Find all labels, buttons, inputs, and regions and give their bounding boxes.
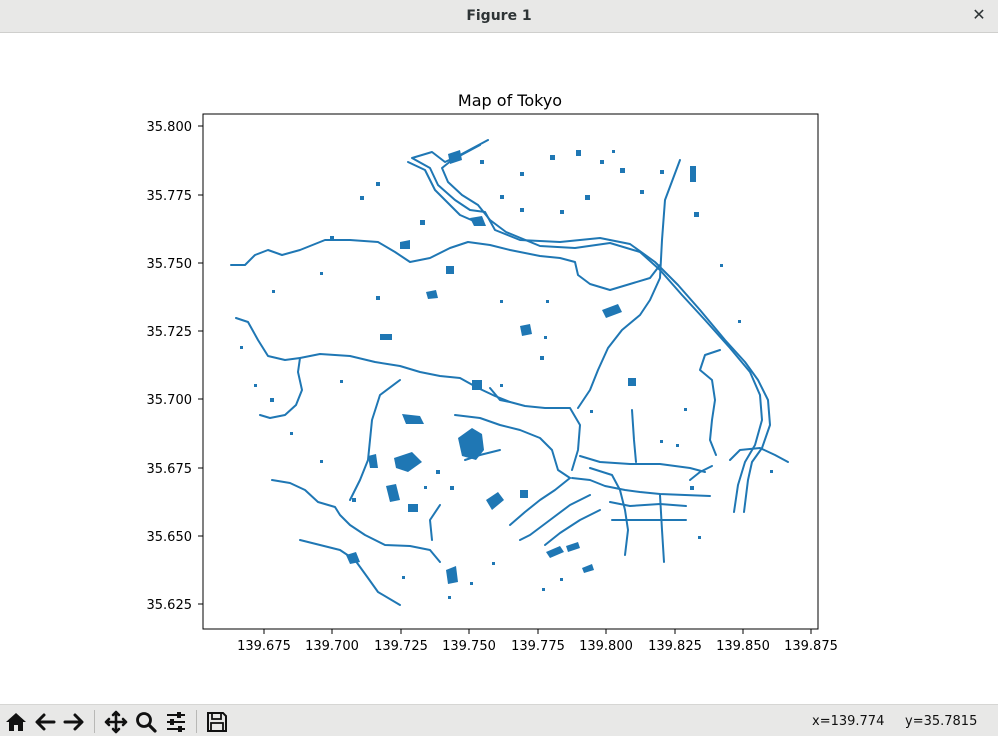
magnifier-icon [135,711,157,733]
x-tick-label: 139.725 [374,639,428,654]
x-axis: 139.675 139.700 139.725 139.750 139.775 … [237,629,838,654]
x-tick-label: 139.800 [579,639,633,654]
park-area [690,166,696,182]
map-small-features [240,150,773,599]
map-areas [346,150,696,584]
road-line [509,477,571,526]
arrow-right-icon [63,713,83,730]
park-area [486,492,504,510]
y-axis: 35.800 35.775 35.750 35.725 35.700 35.67… [147,120,203,613]
river-line [407,161,477,223]
window-title: Figure 1 [466,8,532,24]
y-tick-label: 35.750 [147,257,193,272]
park-area [520,324,532,336]
navigation-toolbar: x=139.774 y=35.7815 [0,704,998,736]
home-button[interactable] [2,708,29,735]
x-tick-label: 139.675 [237,639,291,654]
back-button[interactable] [31,708,58,735]
road-line [349,379,401,501]
park-area [402,414,424,424]
park-area [400,240,410,249]
road-line [571,477,711,497]
park-area [386,484,400,502]
road-line [489,387,511,403]
save-button[interactable] [203,708,230,735]
park-area [520,490,528,498]
figure-canvas[interactable]: Map of Tokyo 35.800 35.775 35.750 35.725… [0,34,998,704]
configure-subplots-button[interactable] [162,708,189,735]
river-line [299,539,401,606]
park-area [446,266,454,274]
road-line [631,409,637,463]
cursor-y-readout: y=35.7815 [905,714,978,729]
park-area [628,378,636,386]
park-area [582,564,594,573]
x-tick-label: 139.750 [442,639,496,654]
park-area [458,428,484,460]
park-area [368,454,378,468]
park-area [566,542,580,552]
road-line [454,414,571,479]
y-tick-label: 35.775 [147,189,193,204]
home-icon [5,712,26,731]
x-tick-label: 139.775 [511,639,565,654]
y-tick-label: 35.800 [147,120,193,135]
x-tick-label: 139.875 [784,639,838,654]
river-line [271,479,441,563]
sliders-icon [166,711,185,732]
road-line [579,455,706,473]
y-tick-label: 35.625 [147,598,193,613]
close-icon[interactable]: ✕ [972,5,986,24]
move-icon [104,710,127,733]
toolbar-separator [196,710,197,733]
road-line [609,501,687,507]
park-area [426,290,438,299]
axes-frame [202,113,819,630]
river-line [411,139,771,513]
zoom-button[interactable] [132,708,159,735]
road-line [689,465,713,481]
park-area [470,216,486,226]
y-tick-label: 35.700 [147,393,193,408]
toolbar-separator [94,710,95,733]
y-tick-label: 35.725 [147,325,193,340]
park-area [472,380,482,390]
river-line [235,317,581,471]
river-line [259,357,303,419]
park-area [408,504,418,512]
river-line [230,239,661,291]
cursor-x-readout: x=139.774 [812,714,885,729]
road-line [699,349,721,456]
road-line [429,504,441,541]
park-area [448,150,462,164]
plot-svg: Map of Tokyo 35.800 35.775 35.750 35.725… [147,91,838,654]
y-tick-label: 35.650 [147,530,193,545]
road-line [544,509,601,546]
map-geometry [230,139,789,606]
park-area [346,552,360,564]
road-line [729,447,789,463]
river-line [441,144,763,513]
forward-button[interactable] [60,708,87,735]
park-area [380,334,392,340]
park-area [394,452,422,472]
road-line [659,494,665,563]
x-tick-label: 139.700 [305,639,359,654]
pan-button[interactable] [102,708,129,735]
x-tick-label: 139.850 [716,639,770,654]
x-tick-label: 139.825 [648,639,702,654]
park-area [546,546,564,558]
arrow-left-icon [35,713,55,730]
park-area [602,304,622,318]
y-tick-label: 35.675 [147,462,193,477]
plot-title: Map of Tokyo [458,91,562,110]
floppy-disk-icon [206,711,227,732]
road-line [577,159,681,409]
road-line [589,467,629,556]
window-titlebar: Figure 1 ✕ [0,0,998,33]
road-line [519,494,591,541]
park-area [446,566,458,584]
